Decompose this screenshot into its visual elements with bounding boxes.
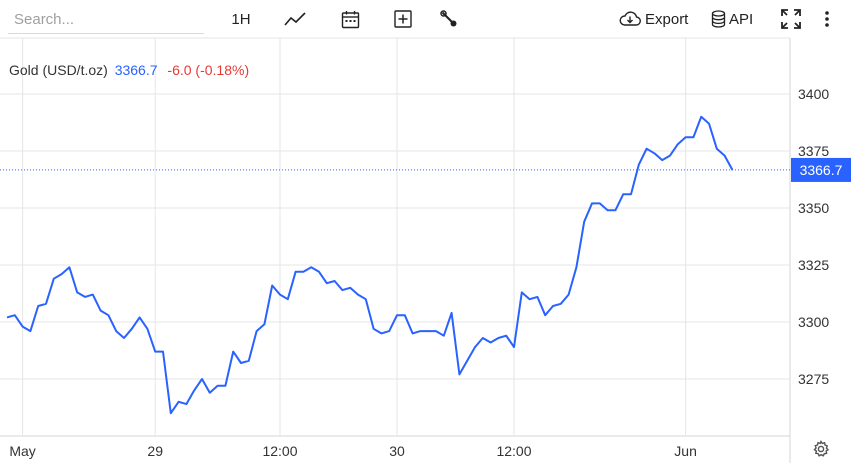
chart-type-button[interactable] — [283, 6, 307, 32]
x-tick-label: 12:00 — [262, 443, 297, 459]
y-tick-label: 3300 — [798, 314, 829, 330]
api-button[interactable]: API — [711, 6, 759, 32]
add-indicator-button[interactable] — [393, 6, 413, 32]
more-menu-button[interactable] — [820, 6, 834, 32]
plus-square-icon — [394, 10, 412, 28]
last-price-label: 3366.7 — [800, 162, 843, 178]
settings-button[interactable] — [812, 440, 832, 460]
x-tick-label: 30 — [389, 443, 405, 459]
x-tick-label: Jun — [674, 443, 697, 459]
instrument-name: Gold (USD/t.oz) — [9, 62, 108, 78]
chart-toolbar: 1H — [0, 0, 853, 38]
api-label: API — [729, 10, 754, 28]
calendar-button[interactable] — [339, 6, 361, 32]
database-icon — [711, 10, 726, 28]
y-tick-label: 3375 — [798, 143, 829, 159]
y-tick-label: 3325 — [798, 257, 829, 273]
legend-price: 3366.7 — [114, 62, 158, 78]
x-tick-label: 29 — [147, 443, 163, 459]
more-vertical-icon — [824, 10, 830, 28]
y-tick-label: 3275 — [798, 371, 829, 387]
x-tick-label: May — [9, 443, 35, 459]
tools-button[interactable] — [439, 6, 459, 32]
fullscreen-icon — [781, 9, 801, 29]
y-tick-label: 3350 — [798, 200, 829, 216]
chart-legend: Gold (USD/t.oz) 3366.7 -6.0 (-0.18%) — [9, 62, 249, 78]
search-input[interactable] — [8, 6, 204, 34]
calendar-icon — [341, 10, 360, 29]
gear-icon — [812, 440, 830, 462]
y-tick-label: 3400 — [798, 86, 829, 102]
price-line — [6, 115, 734, 415]
last-price-tag — [791, 157, 851, 182]
wrench-icon — [440, 10, 458, 28]
export-label: Export — [645, 10, 689, 28]
export-button[interactable]: Export — [619, 6, 693, 32]
cloud-download-icon — [619, 11, 641, 27]
x-tick-label: 12:00 — [496, 443, 531, 459]
fullscreen-button[interactable] — [780, 6, 802, 32]
legend-change: -6.0 (-0.18%) — [167, 62, 250, 78]
interval-button[interactable]: 1H — [231, 10, 251, 28]
line-chart-icon — [284, 11, 306, 27]
